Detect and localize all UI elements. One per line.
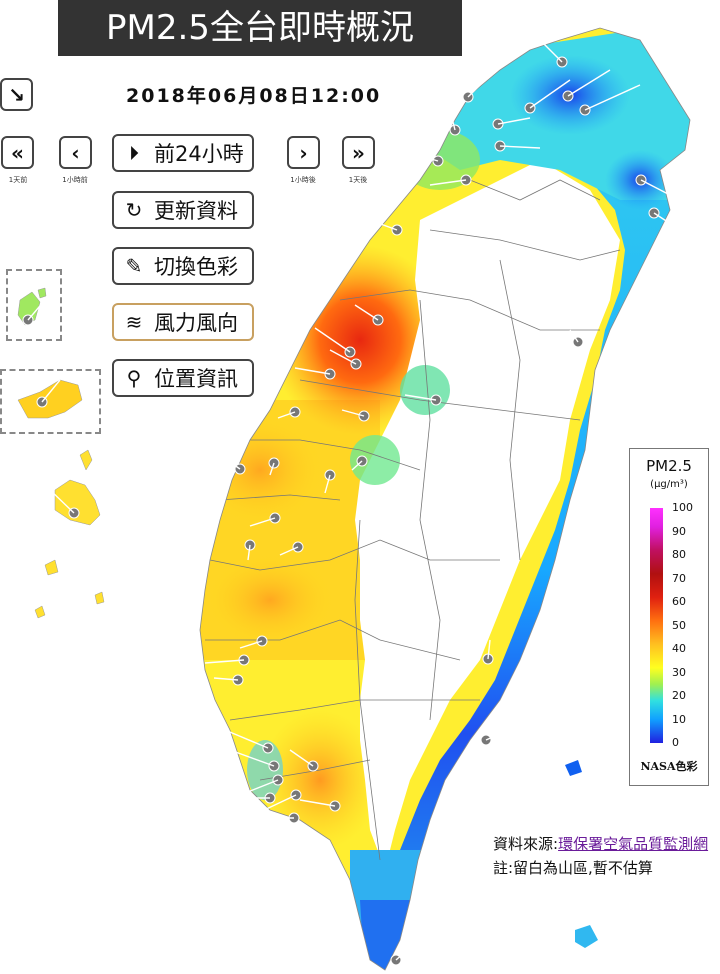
color-switch-button[interactable]: ✎ 切換色彩: [112, 247, 254, 285]
color-switch-label: 切換色彩: [154, 255, 238, 279]
forward-day-label: 1天後: [348, 176, 368, 184]
timestamp: 2018年06月08日12:00: [126, 85, 382, 107]
play-circle-icon: ⏵: [129, 141, 139, 165]
paintbrush-icon: ✎: [125, 254, 143, 278]
play-24h-label: 前24小時: [154, 142, 244, 166]
double-chevron-left-icon: «: [11, 140, 24, 165]
chevron-left-icon: ‹: [71, 140, 80, 165]
legend-tick: 100: [672, 501, 693, 514]
legend-tick: 60: [672, 595, 686, 608]
legend-color-bar: [650, 508, 663, 743]
legend-tick: 20: [672, 689, 686, 702]
legend-tick: 10: [672, 713, 686, 726]
data-source: 資料來源:環保署空氣品質監測網: [493, 833, 708, 854]
back-hour-button[interactable]: ‹: [59, 136, 92, 169]
forward-hour-label: 1小時後: [290, 176, 316, 184]
matsu-inset: [6, 269, 62, 341]
kinmen-inset: [0, 369, 101, 434]
refresh-button[interactable]: ↻ 更新資料: [112, 191, 254, 229]
double-chevron-right-icon: »: [352, 140, 365, 165]
legend-unit: (μg/m³): [650, 479, 688, 490]
source-link[interactable]: 環保署空氣品質監測網: [558, 835, 709, 853]
map-pin-icon: ⚲: [126, 366, 142, 390]
wind-icon: ≋: [125, 310, 143, 334]
page-title: PM2.5全台即時概況: [58, 0, 462, 56]
legend-tick: 30: [672, 666, 686, 679]
legend-tick: 0: [672, 736, 679, 749]
legend-tick: 40: [672, 642, 686, 655]
legend-caption: NASA色彩: [640, 760, 698, 773]
source-prefix: 資料來源:: [493, 835, 559, 853]
refresh-label: 更新資料: [154, 199, 238, 223]
refresh-icon: ↻: [125, 198, 143, 222]
location-info-button[interactable]: ⚲ 位置資訊: [112, 359, 254, 397]
legend-tick: 50: [672, 619, 686, 632]
expand-button[interactable]: ↘: [0, 78, 33, 111]
back-hour-label: 1小時前: [62, 176, 88, 184]
arrow-down-right-icon: ↘: [8, 82, 25, 107]
back-day-label: 1天前: [8, 176, 28, 184]
legend-tick: 70: [672, 572, 686, 585]
wind-toggle-button[interactable]: ≋ 風力風向: [112, 303, 254, 341]
legend-title: PM2.5: [646, 457, 692, 475]
footnote: 註:留白為山區,暫不估算: [493, 859, 653, 877]
legend-tick: 90: [672, 525, 686, 538]
location-info-label: 位置資訊: [154, 367, 238, 391]
wind-toggle-label: 風力風向: [154, 311, 238, 335]
play-24h-button[interactable]: ⏵ 前24小時: [112, 134, 254, 172]
back-day-button[interactable]: «: [1, 136, 34, 169]
legend-tick: 80: [672, 548, 686, 561]
forward-day-button[interactable]: »: [342, 136, 375, 169]
chevron-right-icon: ›: [299, 140, 308, 165]
forward-hour-button[interactable]: ›: [287, 136, 320, 169]
pm25-legend: PM2.5 (μg/m³) 100 90 80 70 60 50 40 30 2…: [629, 448, 709, 786]
